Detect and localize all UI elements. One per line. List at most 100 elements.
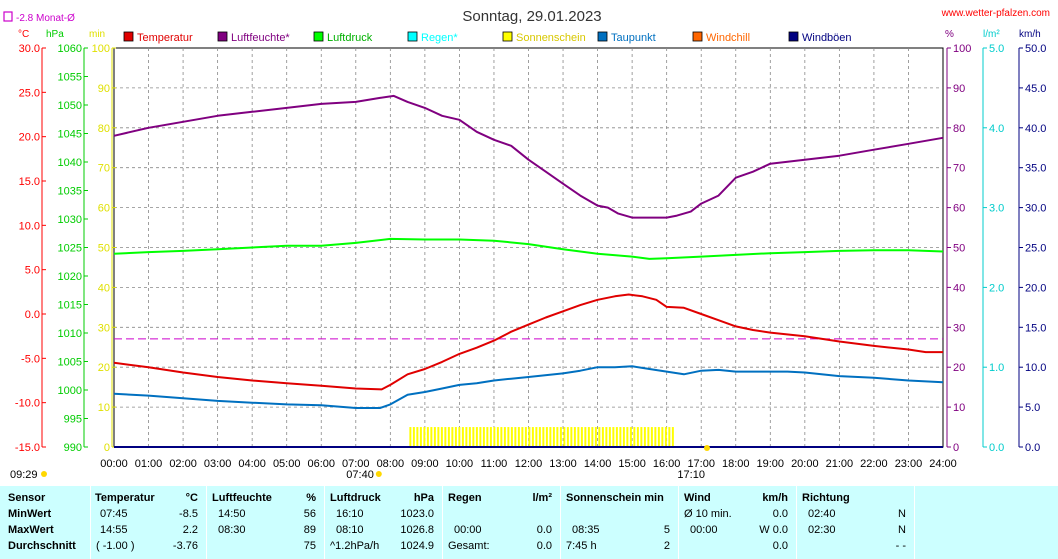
temp-axis-label: -10.0 [15, 398, 40, 410]
stats-head-temp: Temperatur [95, 492, 155, 504]
kmh-axis-label: 35.0 [1025, 163, 1046, 175]
site-link[interactable]: www.wetter-pfalzen.com [941, 8, 1050, 19]
temp-avg-value: -3.76 [172, 540, 198, 552]
stats-row-min: MinWert [8, 508, 52, 520]
stats-head-wind: Wind [684, 492, 711, 504]
kmh-axis-label: 40.0 [1025, 123, 1046, 135]
hum-avg-value: 75 [303, 540, 316, 552]
unit-kmh: km/h [1019, 29, 1041, 40]
time-label: 01:00 [135, 458, 163, 470]
temp-axis-label: 15.0 [19, 176, 40, 188]
min-axis-label: 30 [98, 322, 110, 334]
sun-max-time: 08:35 [572, 524, 600, 536]
unit-lm2: l/m² [983, 29, 1000, 40]
stats-unit-wind: km/h [762, 492, 788, 504]
temp-axis-label: 25.0 [19, 87, 40, 99]
time-label: 24:00 [929, 458, 957, 470]
hum-max-value: 89 [303, 524, 316, 536]
stats-row-max: MaxWert [8, 524, 54, 536]
min-axis-label: 90 [98, 83, 110, 95]
kmh-axis-label: 45.0 [1025, 83, 1046, 95]
series-taupunkt [113, 365, 944, 409]
legend-swatch [788, 31, 799, 42]
kmh-axis-label: 15.0 [1025, 322, 1046, 334]
time-label: 19:00 [757, 458, 785, 470]
lm2-axis-label: 5.0 [989, 43, 1004, 55]
stats-head-dir: Richtung [802, 492, 850, 504]
lm2-axis-label: 0.0 [989, 442, 1004, 454]
stats-unit-rain: l/m² [532, 492, 552, 504]
chart-legend: Temperatur Luftfeuchte* Luftdruck Regen* Son… [123, 31, 852, 44]
press-trend: ^1.2hPa/h [330, 540, 380, 552]
press-max-value: 1026.8 [400, 524, 434, 536]
stats-head-sun: Sonnenschein min [566, 492, 664, 504]
temp-max-time: 14:55 [100, 524, 128, 536]
stats-unit-press: hPa [413, 492, 434, 504]
pct-axis-label: 10 [953, 402, 965, 414]
pct-axis-label: 80 [953, 123, 965, 135]
dir-avg-value: - - [895, 540, 906, 552]
unit-min: min [89, 29, 105, 40]
legend-swatch [407, 31, 418, 42]
dir-max-value: N [898, 524, 906, 536]
pct-axis-label: 40 [953, 282, 965, 294]
stats-head-rain: Regen [448, 492, 482, 504]
stats-table: Sensor MinWert MaxWert Durchschnitt Temp… [0, 486, 1058, 559]
hpa-axis-label: 1055 [58, 72, 82, 84]
kmh-axis-label: 30.0 [1025, 203, 1046, 215]
stats-head-sensor: Sensor [8, 492, 46, 504]
rain-total-label: Gesamt: [448, 540, 490, 552]
sun-avg-value: 2 [663, 540, 670, 552]
temp-avg-note: ( -1.00 ) [96, 540, 135, 552]
hpa-axis-label: 1060 [58, 43, 82, 55]
legend-swatch [217, 31, 228, 42]
rain-total-value: 0.0 [536, 540, 552, 552]
temp-min-value: -8.5 [179, 508, 198, 520]
legend-swatch [313, 31, 324, 42]
hpa-axis-label: 1020 [58, 271, 82, 283]
hpa-axis-label: 995 [64, 414, 82, 426]
stats-head-hum: Luftfeuchte [212, 492, 272, 504]
min-axis-label: 70 [98, 163, 110, 175]
sun-max-value: 5 [663, 524, 670, 536]
legend-label: Windböen [802, 32, 852, 44]
footer-time: 09:29 [10, 469, 38, 481]
temp-axis-label: 20.0 [19, 132, 40, 144]
hpa-axis-label: 1035 [58, 186, 82, 198]
legend-label: Windchill [706, 32, 750, 44]
lm2-axis-label: 3.0 [989, 203, 1004, 215]
sunset-icon [703, 445, 710, 451]
min-axis-label: 0 [104, 442, 110, 454]
min-axis-label: 20 [98, 362, 110, 374]
sunrise-icon [375, 471, 382, 477]
temp-axis-label: -5.0 [21, 353, 40, 365]
kmh-axis-label: 5.0 [1025, 402, 1040, 414]
time-label: 17:00 [687, 458, 715, 470]
weather-chart: Sonntag, 29.01.2023 www.wetter-pfalzen.c… [3, 8, 1050, 481]
press-avg-value: 1024.9 [400, 540, 434, 552]
temp-axis-label: 5.0 [25, 265, 40, 277]
time-label: 11:00 [481, 458, 508, 470]
legend-swatch [597, 31, 608, 42]
time-label: 05:00 [273, 458, 301, 470]
stats-unit-hum: % [306, 492, 316, 504]
wind-max-time: 00:00 [690, 524, 718, 536]
series-luftdruck [113, 237, 944, 260]
series-luftfeuchte [113, 94, 944, 219]
time-label: 16:00 [653, 458, 681, 470]
pct-axis-label: 70 [953, 163, 965, 175]
hum-min-value: 56 [303, 508, 316, 520]
unit-pct: % [945, 29, 954, 40]
sunrise-label: 07:40 [346, 469, 374, 481]
hpa-axis-label: 1030 [58, 214, 82, 226]
time-label: 14:00 [584, 458, 612, 470]
wind-max-value: W 0.0 [759, 524, 788, 536]
hpa-axis-label: 990 [64, 442, 82, 454]
wind-avg-label: Ø 10 min. [684, 508, 732, 520]
rain-max-time: 00:00 [454, 524, 482, 536]
time-label: 04:00 [238, 458, 266, 470]
kmh-axis-label: 10.0 [1025, 362, 1046, 374]
min-axis-label: 40 [98, 282, 110, 294]
sunset-label: 17:10 [677, 469, 705, 481]
